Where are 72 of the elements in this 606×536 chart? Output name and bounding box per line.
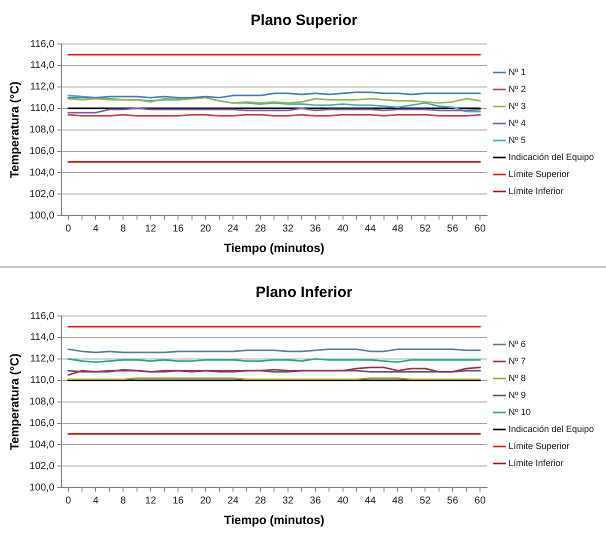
y-tick-label: 102,0 bbox=[29, 460, 55, 472]
x-tick-label: 40 bbox=[337, 495, 349, 506]
y-tick-label: 114,0 bbox=[30, 332, 55, 344]
y-tick-label: 114,0 bbox=[30, 60, 55, 72]
legend-label: Límite Inferior bbox=[508, 186, 564, 196]
x-tick-label: 4 bbox=[92, 223, 99, 234]
x-tick-label: 52 bbox=[420, 495, 432, 506]
x-tick-label: 40 bbox=[337, 223, 349, 234]
legend-label: Nº 7 bbox=[508, 356, 526, 366]
y-axis-title: Temperatura (°C) bbox=[8, 82, 22, 178]
x-tick-label: 32 bbox=[282, 495, 294, 506]
x-tick-label: 4 bbox=[92, 495, 99, 506]
y-tick-label: 104,0 bbox=[29, 439, 55, 450]
x-tick-label: 28 bbox=[254, 223, 266, 234]
legend-label: Indicación del Equipo bbox=[508, 152, 594, 162]
x-tick-label: 20 bbox=[200, 495, 212, 506]
x-tick-label: 52 bbox=[420, 223, 432, 234]
x-tick-label: 16 bbox=[172, 223, 184, 234]
x-tick-label: 24 bbox=[227, 223, 239, 234]
y-tick-label: 106,0 bbox=[29, 418, 55, 429]
legend-label: Límite Superior bbox=[508, 168, 570, 179]
legend-label: Nº 10 bbox=[508, 406, 531, 417]
y-tick-label: 106,0 bbox=[29, 146, 55, 157]
x-tick-label: 60 bbox=[474, 495, 486, 506]
legend-label: Límite Superior bbox=[508, 440, 570, 451]
y-axis-title: Temperatura (°C) bbox=[8, 354, 22, 450]
chart-title: Plano Inferior bbox=[256, 284, 352, 302]
x-tick-label: 0 bbox=[66, 495, 72, 506]
legend-label: Nº 6 bbox=[508, 338, 526, 349]
x-tick-label: 20 bbox=[200, 223, 212, 234]
legend-label: Indicación del Equipo bbox=[508, 424, 594, 434]
x-tick-label: 36 bbox=[310, 495, 322, 506]
x-tick-label: 56 bbox=[447, 495, 459, 506]
y-tick-label: 110,0 bbox=[30, 375, 55, 386]
y-tick-label: 104,0 bbox=[29, 167, 55, 178]
x-tick-label: 8 bbox=[120, 495, 126, 506]
y-tick-label: 108,0 bbox=[29, 124, 55, 136]
x-tick-label: 48 bbox=[392, 223, 404, 234]
x-tick-label: 8 bbox=[120, 223, 126, 234]
x-tick-label: 44 bbox=[364, 495, 376, 506]
x-tick-label: 36 bbox=[310, 223, 322, 234]
y-tick-label: 116,0 bbox=[30, 310, 55, 322]
y-tick-label: 112,0 bbox=[30, 82, 55, 93]
legend-label: Nº 5 bbox=[508, 134, 526, 145]
x-tick-label: 0 bbox=[66, 223, 72, 234]
y-tick-label: 100,0 bbox=[29, 210, 55, 222]
y-tick-label: 110,0 bbox=[30, 103, 55, 114]
x-tick-label: 12 bbox=[145, 223, 157, 234]
y-tick-label: 102,0 bbox=[29, 188, 55, 200]
y-tick-label: 100,0 bbox=[29, 482, 55, 494]
legend-label: Nº 9 bbox=[508, 390, 526, 400]
x-tick-label: 16 bbox=[172, 495, 184, 506]
legend-label: Límite Inferior bbox=[508, 458, 564, 468]
x-tick-label: 60 bbox=[474, 223, 486, 234]
legend-label: Nº 3 bbox=[508, 100, 526, 111]
chart-title: Plano Superior bbox=[250, 12, 358, 30]
x-axis-title: Tiempo (minutos) bbox=[224, 241, 324, 256]
y-tick-label: 116,0 bbox=[30, 38, 55, 50]
x-tick-label: 28 bbox=[254, 495, 266, 506]
legend-label: Nº 1 bbox=[508, 66, 526, 77]
x-axis-title: Tiempo (minutos) bbox=[224, 513, 324, 528]
x-tick-label: 24 bbox=[227, 495, 239, 506]
x-tick-label: 12 bbox=[145, 495, 157, 506]
y-tick-label: 108,0 bbox=[29, 396, 55, 408]
x-tick-label: 56 bbox=[447, 223, 459, 234]
legend-label: Nº 4 bbox=[508, 118, 526, 128]
y-tick-label: 112,0 bbox=[30, 354, 55, 365]
x-tick-label: 32 bbox=[282, 223, 294, 234]
legend-label: Nº 2 bbox=[508, 84, 526, 94]
x-tick-label: 48 bbox=[392, 495, 404, 506]
legend-label: Nº 8 bbox=[508, 372, 526, 383]
x-tick-label: 44 bbox=[364, 223, 376, 234]
